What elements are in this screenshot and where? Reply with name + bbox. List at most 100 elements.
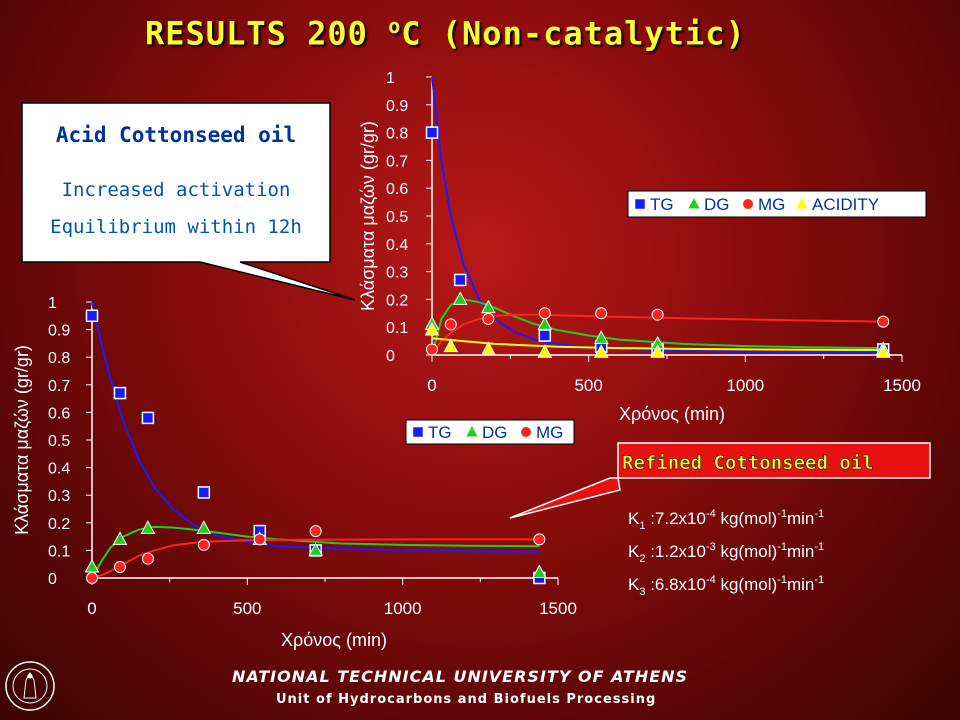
data-point-acidity (650, 344, 665, 358)
y-tick-label: 0.6 (386, 181, 408, 198)
y-axis-label: Κλάσματα μαζών (gr/gr) (12, 345, 32, 535)
legend-marker-mg (520, 426, 532, 438)
data-point-mg (533, 533, 546, 546)
data-point-acidity (875, 344, 891, 358)
refined-callout-heading: Refined Cottonseed oil (622, 452, 874, 474)
data-point-tg (453, 273, 467, 287)
legend-label-mg: MG (536, 423, 563, 442)
data-point-acidity (537, 344, 553, 358)
data-point-dg (537, 316, 553, 330)
acid-callout-line2: Equilibrium within 12h (50, 216, 302, 238)
legend-marker-tg (633, 197, 647, 211)
data-point-mg (253, 533, 266, 546)
y-tick-label: 0.6 (48, 405, 70, 422)
data-point-dg (84, 558, 100, 573)
legend-label-tg: TG (428, 423, 452, 442)
title-main: RESULTS 200 (145, 14, 389, 53)
data-point-mg (877, 315, 890, 328)
legend-marker-dg (464, 423, 480, 438)
data-point-dg (112, 531, 128, 545)
data-point-tg (85, 309, 99, 323)
refined-cottonseed-chart: 0 0.1 0.2 0.3 0.4 0.5 0.6 0.7 0.8 0.9 1 0 500 1000 150… (358, 70, 927, 424)
data-point-mg (426, 343, 438, 356)
data-point-dg (593, 330, 609, 344)
x-tick-label: 1000 (726, 376, 764, 395)
x-tick-label: 1500 (539, 599, 577, 618)
legend-label-acidity: ACIDITY (812, 195, 879, 214)
y-tick-label: 0.2 (386, 292, 408, 309)
data-point-mg (113, 560, 126, 573)
y-tick-label: 0.5 (48, 433, 70, 450)
data-point-mg (538, 307, 551, 320)
data-point-dg (308, 542, 324, 556)
slide-title: RESULTS 200 oC (Non-catalytic) (145, 14, 825, 53)
data-point-tg (113, 386, 127, 400)
y-tick-label: 0.3 (48, 488, 70, 505)
y-tick-label: 0.2 (48, 516, 70, 533)
data-point-dg (196, 520, 212, 534)
legend-marker-tg (411, 425, 425, 439)
title-degree: o (388, 14, 402, 38)
y-tick-label: 0.4 (48, 461, 70, 478)
data-point-mg (595, 307, 608, 320)
data-point-mg (141, 552, 154, 565)
x-tick-label: 500 (233, 599, 261, 618)
y-tick-label: 0.9 (48, 323, 70, 340)
legend-label-tg: TG (650, 195, 674, 214)
x-tick-label: 1500 (883, 376, 921, 395)
data-point-tg (538, 329, 552, 342)
data-point-acidity (593, 344, 609, 358)
data-point-tg (141, 411, 155, 425)
footer-university: NATIONAL TECHNICAL UNIVERSITY OF ATHENS (232, 667, 689, 686)
y-tick-label: 0.1 (48, 543, 70, 560)
fit-curve-mg (431, 313, 884, 356)
legend-label-dg: DG (704, 195, 730, 214)
k3-text: K3 :6.8x10-4 kg(mol)-1min-1 (628, 574, 824, 598)
refined-callout: Refined Cottonseed oil (509, 442, 931, 519)
legend-marker-mg (742, 198, 754, 210)
y-tick-label: 1 (48, 295, 57, 312)
y-tick-label: 0.7 (386, 153, 408, 170)
y-tick-label: 0.1 (386, 320, 408, 337)
x-axis-label: Χρόνος (min) (281, 630, 387, 650)
y-tick-label: 0 (386, 348, 395, 365)
y-tick-label: 0.8 (48, 350, 70, 367)
y-tick-label: 0.3 (386, 265, 408, 282)
data-point-mg (651, 308, 664, 321)
legend-label-dg: DG (482, 423, 508, 442)
x-tick-label: 0 (427, 376, 436, 395)
data-point-mg (444, 318, 457, 331)
data-point-acidity (443, 338, 459, 353)
y-tick-label: 0.7 (48, 378, 70, 395)
acid-callout-line1: Increased activation (62, 179, 291, 201)
title-rest: C (Non-catalytic) (401, 14, 746, 53)
data-point-mg (482, 312, 495, 325)
y-tick-label: 0.4 (386, 237, 408, 254)
data-point-dg (481, 299, 496, 314)
y-tick-label: 0 (48, 571, 57, 588)
legend-label-mg: MG (758, 195, 785, 214)
fit-curve-acidity (431, 337, 884, 351)
k2-text: K2 :1.2x10-3 kg(mol)-1min-1 (628, 541, 824, 565)
legend-marker-dg (686, 195, 702, 210)
data-point-tg (197, 486, 211, 499)
x-axis-label: Χρόνος (min) (619, 404, 725, 424)
data-point-mg (86, 572, 98, 584)
y-tick-label: 0.8 (386, 126, 408, 143)
data-point-acidity (424, 321, 440, 336)
y-tick-label: 0.5 (386, 209, 408, 226)
acid-callout: Acid Cottonseed oil Increased activation… (21, 102, 356, 301)
y-axis-label: Κλάσματα μαζών (gr/gr) (358, 121, 378, 311)
data-point-dg (532, 564, 547, 578)
y-tick-label: 0.9 (386, 98, 408, 115)
data-point-tg (425, 126, 439, 139)
legend-box (405, 419, 575, 445)
legend-box (627, 190, 927, 218)
fit-curve-tg (431, 76, 884, 354)
acid-callout-heading: Acid Cottonseed oil (56, 123, 296, 147)
x-tick-label: 0 (87, 599, 96, 618)
data-point-mg (197, 538, 210, 551)
x-tick-label: 1000 (384, 599, 422, 618)
data-point-acidity (481, 341, 496, 355)
data-point-dg (140, 520, 156, 534)
